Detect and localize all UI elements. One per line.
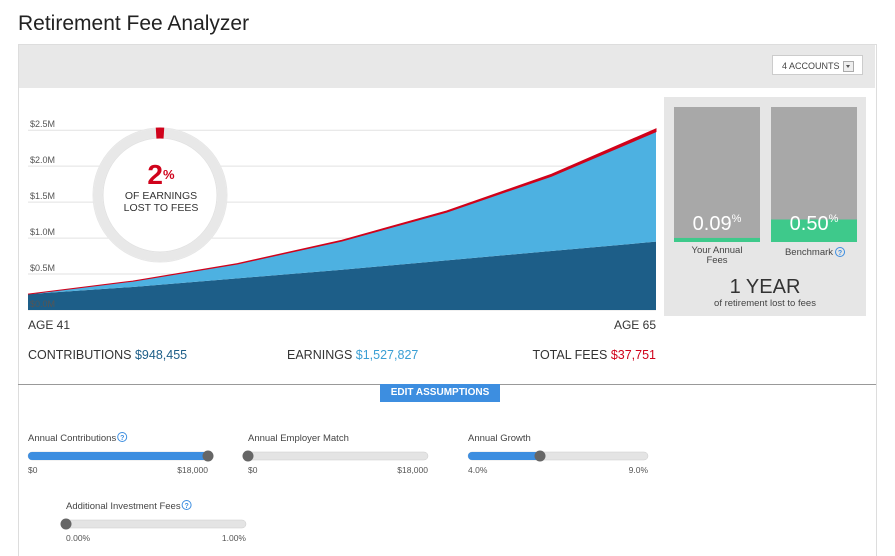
slider-min: $0 bbox=[248, 465, 258, 475]
donut-label: 2% OF EARNINGS LOST TO FEES bbox=[95, 159, 227, 215]
fee-value-number: 0.50 bbox=[790, 213, 829, 235]
help-icon bbox=[835, 247, 846, 257]
slider-label: Annual Contributions bbox=[28, 433, 116, 444]
slider-min: 0.00% bbox=[66, 533, 91, 543]
years-caption: of retirement lost to fees bbox=[714, 298, 816, 309]
donut-unit: % bbox=[163, 167, 175, 182]
y-tick-label: $1.0M bbox=[30, 227, 55, 237]
slider-min: 4.0% bbox=[468, 465, 488, 475]
slider-max: 9.0% bbox=[629, 465, 649, 475]
summary-label: TOTAL FEES bbox=[533, 348, 608, 362]
card-header bbox=[19, 45, 875, 88]
summary-label: CONTRIBUTIONS bbox=[28, 348, 131, 362]
years-lost: 1 YEAR bbox=[729, 276, 801, 298]
y-tick-label: $0.0M bbox=[30, 299, 55, 309]
help-icon bbox=[181, 500, 192, 510]
slider-label: Annual Growth bbox=[468, 433, 531, 444]
help-icon-text: ? bbox=[184, 503, 188, 510]
fee-value-number: 0.09 bbox=[693, 213, 732, 235]
accounts-label: 4 ACCOUNTS bbox=[782, 61, 840, 71]
slider-track bbox=[65, 519, 247, 529]
fee-value: 0.09% bbox=[693, 213, 742, 235]
slider-knob bbox=[60, 518, 72, 530]
summary-total: $948,455 bbox=[135, 348, 187, 362]
edit-assumptions-button[interactable]: EDIT ASSUMPTIONS bbox=[380, 384, 500, 402]
fee-box bbox=[674, 107, 760, 242]
slider-min: $0 bbox=[28, 465, 38, 475]
fee-bar-label: Benchmark bbox=[785, 247, 833, 258]
slider-knob bbox=[534, 450, 546, 462]
accounts-dropdown[interactable]: 4 ACCOUNTS bbox=[772, 55, 863, 75]
slider-max: 1.00% bbox=[222, 533, 247, 543]
arrow-icon bbox=[846, 65, 850, 68]
slider-knob bbox=[242, 450, 254, 462]
page-title: Retirement Fee Analyzer bbox=[18, 12, 250, 35]
x-axis-end: AGE 65 bbox=[614, 318, 656, 332]
donut-caption: OF EARNINGS LOST TO FEES bbox=[123, 190, 199, 214]
fee-value-unit: % bbox=[829, 213, 839, 225]
slider-fill bbox=[28, 452, 208, 460]
help-icon-text: ? bbox=[120, 435, 124, 442]
help-icon bbox=[117, 432, 128, 442]
slider-track bbox=[247, 451, 429, 461]
slider-label: Annual Employer Match bbox=[248, 433, 349, 444]
slider-max: $18,000 bbox=[177, 465, 208, 475]
x-axis-start: AGE 41 bbox=[28, 318, 70, 332]
area bbox=[27, 128, 657, 295]
summary-item: EARNINGS $1,527,827 bbox=[287, 348, 418, 362]
donut-value: 2 bbox=[147, 159, 163, 190]
help-icon-text: ? bbox=[838, 250, 842, 257]
slider-max: $18,000 bbox=[397, 465, 428, 475]
y-tick-label: $2.5M bbox=[30, 119, 55, 129]
fee-bar bbox=[771, 219, 857, 242]
slider-label: Additional Investment Fees bbox=[66, 501, 181, 512]
y-tick-label: $2.0M bbox=[30, 155, 55, 165]
y-tick-label: $0.5M bbox=[30, 263, 55, 273]
summary-total: $1,527,827 bbox=[356, 348, 419, 362]
y-tick-label: $1.5M bbox=[30, 191, 55, 201]
fee-bar-label: Your Annual Fees bbox=[691, 245, 743, 266]
summary-item: TOTAL FEES $37,751 bbox=[533, 348, 657, 362]
slider-fill bbox=[468, 452, 540, 460]
fee-value: 0.50% bbox=[790, 213, 839, 235]
fee-bar bbox=[674, 237, 760, 242]
area bbox=[28, 241, 656, 310]
dropdown-arrow bbox=[843, 61, 854, 72]
summary-item: CONTRIBUTIONS $948,455 bbox=[28, 348, 187, 362]
summary-label: EARNINGS bbox=[287, 348, 352, 362]
slider-knob bbox=[202, 450, 214, 462]
summary-total: $37,751 bbox=[611, 348, 656, 362]
area bbox=[28, 131, 656, 295]
fee-value-unit: % bbox=[732, 213, 742, 225]
